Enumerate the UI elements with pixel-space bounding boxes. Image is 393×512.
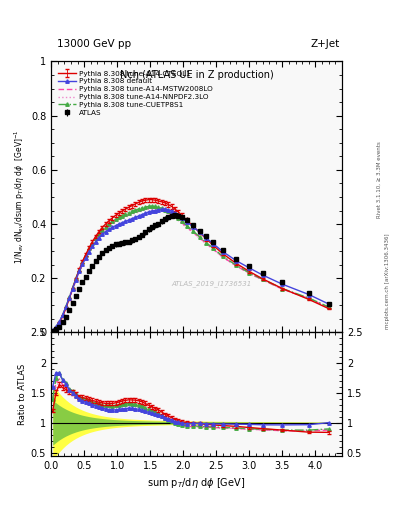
Pythia 8.308 tune-A14-NNPDF2.3LO <box>163 209 167 215</box>
Text: mcplots.cern.ch [arXiv:1306.3436]: mcplots.cern.ch [arXiv:1306.3436] <box>385 234 389 329</box>
Text: 13000 GeV pp: 13000 GeV pp <box>57 38 131 49</box>
Pythia 8.308 tune-A14-NNPDF2.3LO <box>149 206 154 212</box>
Pythia 8.308 tune-A14-NNPDF2.3LO <box>156 207 161 213</box>
Pythia 8.308 tune-A14-NNPDF2.3LO <box>260 277 265 283</box>
Pythia 8.308 tune-CUETP8S1 <box>110 218 115 224</box>
Pythia 8.308 tune-A14-MSTW2008LO <box>50 328 55 334</box>
Line: Pythia 8.308 default: Pythia 8.308 default <box>51 207 331 332</box>
Pythia 8.308 default <box>110 224 115 230</box>
Line: Pythia 8.308 tune-CUETP8S1: Pythia 8.308 tune-CUETP8S1 <box>51 204 331 332</box>
Pythia 8.308 tune-A14-MSTW2008LO <box>110 220 115 226</box>
Pythia 8.308 tune-A14-NNPDF2.3LO <box>64 305 68 311</box>
Pythia 8.308 tune-CUETP8S1 <box>260 276 265 283</box>
Text: Rivet 3.1.10, ≥ 3.3M events: Rivet 3.1.10, ≥ 3.3M events <box>377 141 382 218</box>
Pythia 8.308 tune-A14-NNPDF2.3LO <box>326 304 331 310</box>
Pythia 8.308 tune-A14-NNPDF2.3LO <box>110 222 115 228</box>
Pythia 8.308 tune-A14-MSTW2008LO <box>156 206 161 212</box>
Y-axis label: 1/N$_{ev}$ dN$_{ev}$/dsum p$_T$/d$\eta$ d$\phi$  [GeV]$^{-1}$: 1/N$_{ev}$ dN$_{ev}$/dsum p$_T$/d$\eta$ … <box>12 130 27 264</box>
Pythia 8.308 tune-A14-MSTW2008LO <box>130 210 134 216</box>
Pythia 8.308 tune-CUETP8S1 <box>163 207 167 213</box>
Pythia 8.308 default <box>153 207 158 214</box>
Pythia 8.308 default <box>163 206 167 212</box>
Pythia 8.308 default <box>260 272 265 278</box>
Pythia 8.308 tune-A14-MSTW2008LO <box>260 277 265 283</box>
Pythia 8.308 tune-A14-MSTW2008LO <box>163 208 167 215</box>
Pythia 8.308 tune-CUETP8S1 <box>50 328 55 334</box>
Pythia 8.308 tune-CUETP8S1 <box>130 208 134 215</box>
Pythia 8.308 tune-A14-MSTW2008LO <box>326 305 331 311</box>
Pythia 8.308 default <box>130 216 134 222</box>
Pythia 8.308 tune-CUETP8S1 <box>149 203 154 209</box>
Pythia 8.308 tune-A14-MSTW2008LO <box>64 305 68 311</box>
X-axis label: sum p$_T$/d$\eta$ d$\phi$ [GeV]: sum p$_T$/d$\eta$ d$\phi$ [GeV] <box>147 476 246 490</box>
Pythia 8.308 tune-A14-MSTW2008LO <box>149 205 154 211</box>
Text: Nch (ATLAS UE in Z production): Nch (ATLAS UE in Z production) <box>119 70 274 79</box>
Pythia 8.308 default <box>326 301 331 307</box>
Pythia 8.308 default <box>50 327 55 333</box>
Pythia 8.308 tune-CUETP8S1 <box>326 304 331 310</box>
Text: Z+Jet: Z+Jet <box>311 38 340 49</box>
Pythia 8.308 tune-CUETP8S1 <box>156 204 161 210</box>
Y-axis label: Ratio to ATLAS: Ratio to ATLAS <box>18 364 27 425</box>
Line: Pythia 8.308 tune-A14-NNPDF2.3LO: Pythia 8.308 tune-A14-NNPDF2.3LO <box>53 209 329 331</box>
Pythia 8.308 default <box>64 304 68 310</box>
Line: Pythia 8.308 tune-A14-MSTW2008LO: Pythia 8.308 tune-A14-MSTW2008LO <box>53 208 329 331</box>
Pythia 8.308 default <box>160 206 164 212</box>
Pythia 8.308 tune-A14-NNPDF2.3LO <box>130 211 134 218</box>
Text: ATLAS_2019_I1736531: ATLAS_2019_I1736531 <box>171 280 251 287</box>
Pythia 8.308 tune-CUETP8S1 <box>64 304 68 310</box>
Legend: Pythia 8.308 tune-A14-CTEQL1, Pythia 8.308 default, Pythia 8.308 tune-A14-MSTW20: Pythia 8.308 tune-A14-CTEQL1, Pythia 8.3… <box>58 71 213 116</box>
Pythia 8.308 tune-A14-NNPDF2.3LO <box>50 328 55 334</box>
